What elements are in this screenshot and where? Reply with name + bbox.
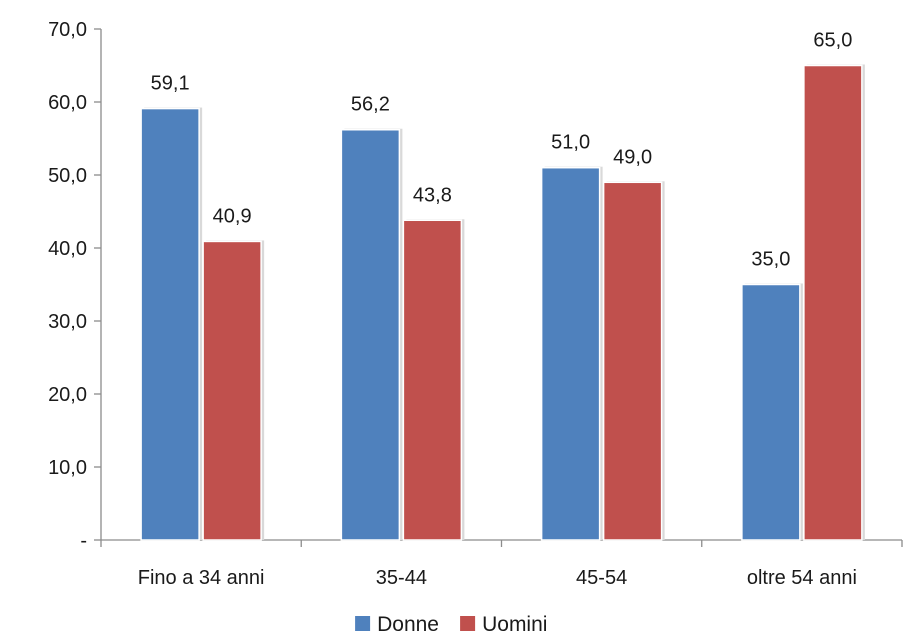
bar-donne xyxy=(741,283,801,541)
bar-uomini xyxy=(602,181,663,541)
bar-uomini xyxy=(402,219,463,541)
data-label: 59,1 xyxy=(151,73,190,95)
legend-item-uomini: Uomini xyxy=(460,613,547,636)
y-tick-label: 10,0 xyxy=(48,457,87,479)
bar-uomini xyxy=(202,240,262,541)
y-tick-label: 50,0 xyxy=(48,165,87,187)
legend-label: Donne xyxy=(377,613,439,636)
bars xyxy=(140,64,865,541)
data-label: 56,2 xyxy=(351,94,390,116)
legend-item-donne: Donne xyxy=(355,613,439,636)
y-tick-label: 60,0 xyxy=(48,92,87,114)
legend-swatch xyxy=(460,616,476,631)
data-label: 51,0 xyxy=(551,132,590,154)
bar-donne xyxy=(140,107,200,541)
x-tick-label: Fino a 34 anni xyxy=(138,567,265,589)
x-tick-label: oltre 54 anni xyxy=(747,567,857,589)
x-tick-label: 35-44 xyxy=(376,567,427,589)
data-label: 35,0 xyxy=(751,249,790,271)
data-labels: 59,1 40,9 56,2 43,8 51,0 49,0 35,0 65,0 xyxy=(151,30,853,271)
data-label: 43,8 xyxy=(413,184,452,206)
bar-donne xyxy=(540,166,601,541)
x-axis: Fino a 34 anni 35-44 45-54 oltre 54 anni xyxy=(100,539,903,589)
y-tick-label: 40,0 xyxy=(48,238,87,260)
data-label: 49,0 xyxy=(613,146,652,168)
y-tick-label: 70,0 xyxy=(48,19,87,41)
bar-donne xyxy=(340,128,401,541)
legend: Donne Uomini xyxy=(355,613,547,636)
y-tick-label: 20,0 xyxy=(48,384,87,406)
legend-label: Uomini xyxy=(482,613,547,636)
y-axis: - 10,0 20,0 30,0 40,0 50,0 60,0 70,0 xyxy=(48,19,102,552)
x-tick-label: 45-54 xyxy=(576,567,627,589)
legend-swatch xyxy=(355,616,371,631)
data-label: 40,9 xyxy=(213,205,252,227)
bar-uomini xyxy=(803,64,863,541)
data-label: 65,0 xyxy=(813,30,852,52)
y-tick-label: - xyxy=(80,530,87,552)
y-tick-label: 30,0 xyxy=(48,311,87,333)
